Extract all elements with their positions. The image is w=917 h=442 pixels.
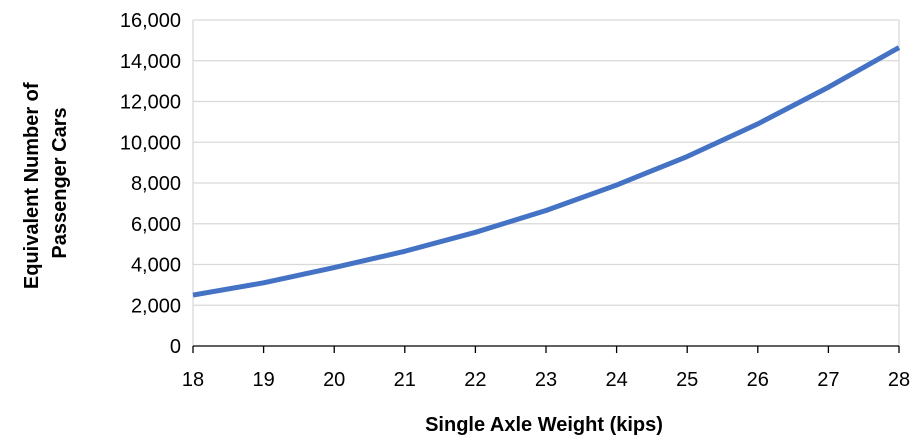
x-tick-labels: 18 19 20 21 22 23 24 25 26 27 28 [182,369,910,391]
x-tick-label: 19 [252,369,274,391]
x-axis-title: Single Axle Weight (kips) [425,414,663,436]
x-tick-label: 26 [747,369,769,391]
x-tick-label: 24 [605,369,627,391]
series-line [192,45,901,298]
y-tick-label: 8,000 [131,173,181,195]
y-axis-title: Equivalent Number of Passenger Cars [21,77,71,289]
y-tick-label: 14,000 [120,51,181,73]
y-tick-label: 12,000 [120,92,181,114]
x-tick-label: 23 [535,369,557,391]
y-tick-label: 2,000 [131,295,181,317]
y-axis-title-line-1: Equivalent Number of [21,82,43,289]
y-tick-label: 10,000 [120,132,181,154]
y-tick-labels: 0 2,000 4,000 6,000 8,000 10,000 12,000 14,000 1… [120,10,181,358]
y-tick-label: 4,000 [131,255,181,277]
x-tick-label: 21 [394,369,416,391]
gridlines [193,19,899,306]
x-tick-label: 25 [676,369,698,391]
x-tick-label: 18 [182,369,204,391]
plot-frame [192,20,900,353]
x-tick-label: 20 [323,369,345,391]
y-tick-label: 6,000 [131,214,181,236]
x-tick-label: 27 [817,369,839,391]
y-tick-label: 16,000 [120,10,181,32]
x-tick-label: 28 [888,369,910,391]
x-tick-label: 22 [464,369,486,391]
series-group [192,45,901,298]
y-axis-title-line-2: Passenger Cars [49,107,71,258]
y-tick-label: 0 [170,336,181,358]
